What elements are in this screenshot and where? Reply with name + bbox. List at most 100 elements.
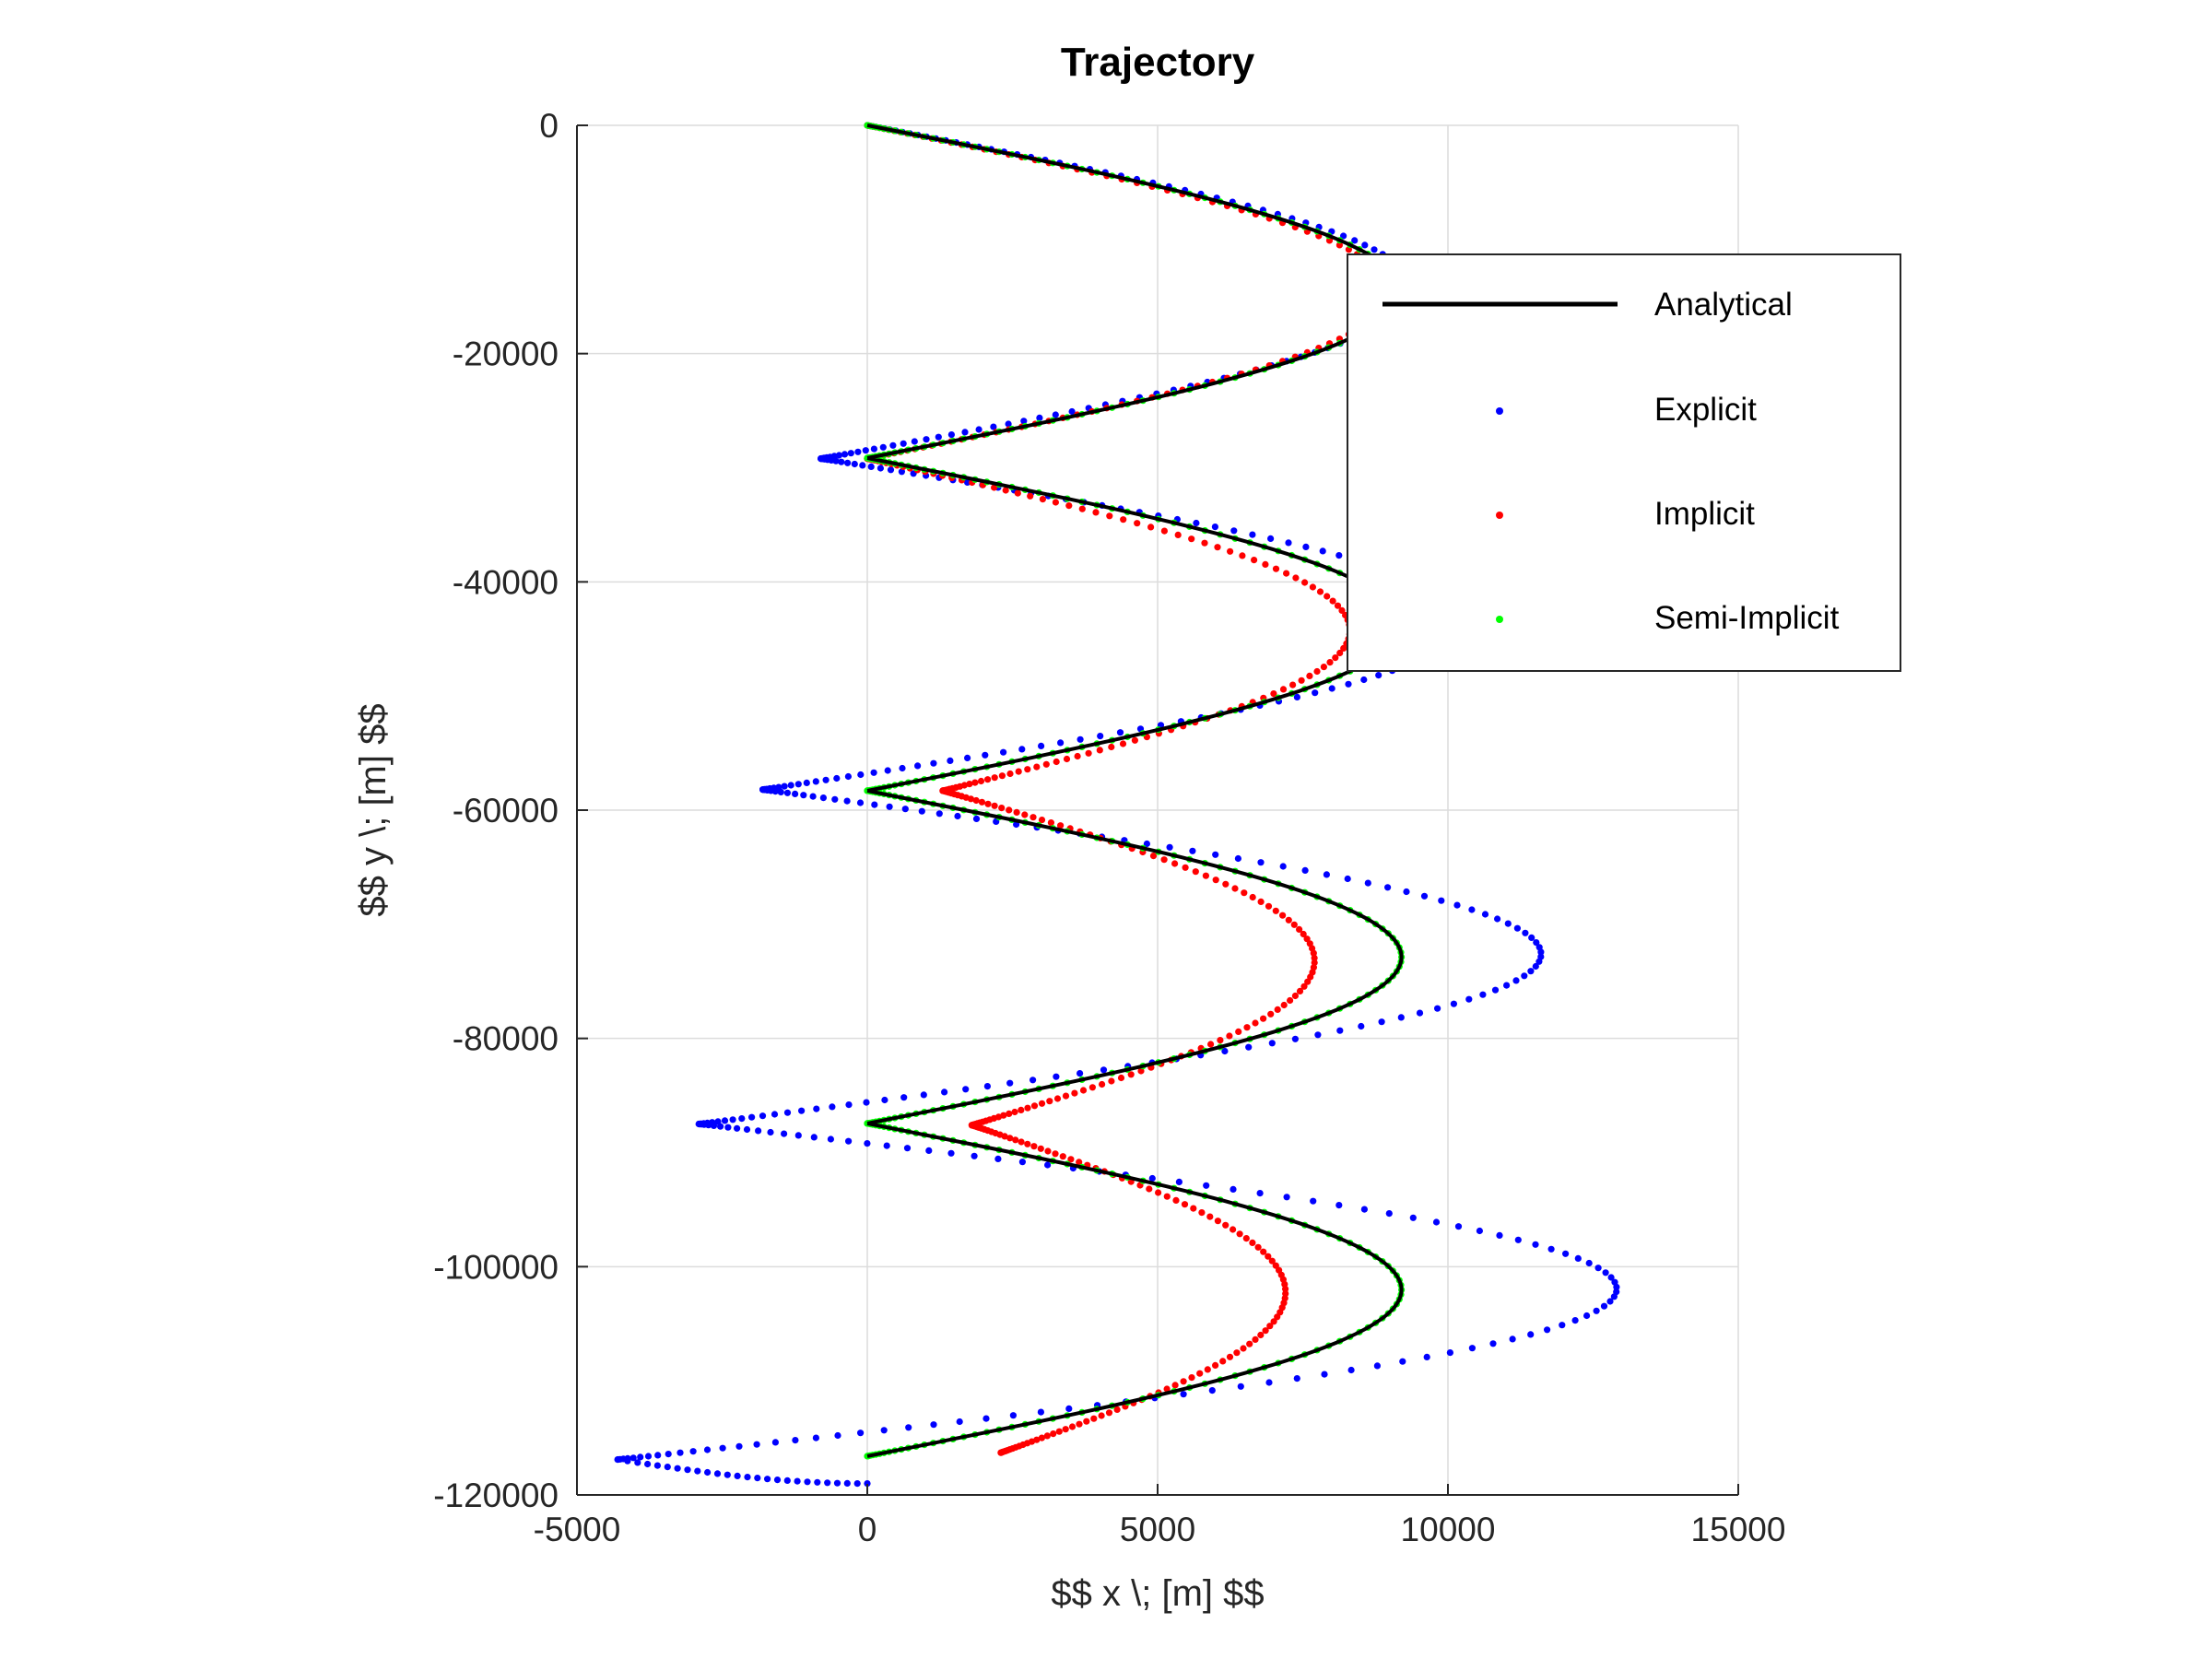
data-point <box>883 1142 890 1149</box>
data-point <box>1233 1349 1241 1357</box>
data-point <box>1272 907 1279 914</box>
data-point <box>1252 1335 1259 1343</box>
data-point <box>755 1127 762 1135</box>
data-point <box>991 802 998 809</box>
data-point <box>721 1117 729 1124</box>
data-point <box>1077 735 1084 743</box>
data-point <box>634 1459 641 1466</box>
data-point <box>1018 1138 1025 1146</box>
data-point <box>889 441 897 449</box>
data-point <box>947 431 955 439</box>
data-point <box>1201 539 1208 547</box>
data-point <box>1321 1371 1328 1378</box>
data-point <box>1174 531 1182 539</box>
data-point <box>997 1449 1005 1456</box>
data-point <box>1291 1035 1299 1042</box>
data-point <box>1416 1009 1424 1017</box>
data-point <box>1222 880 1230 888</box>
data-point <box>1423 1353 1430 1360</box>
data-point <box>1513 924 1521 932</box>
data-point <box>1050 1430 1057 1438</box>
data-point <box>1340 644 1347 653</box>
data-point <box>1420 892 1429 900</box>
data-point <box>1384 884 1392 891</box>
x-tick-label: 0 <box>858 1511 877 1548</box>
data-point <box>867 463 875 470</box>
data-point <box>1257 898 1265 906</box>
data-point <box>1018 1106 1025 1113</box>
data-point <box>1328 685 1335 692</box>
data-point <box>1057 739 1065 747</box>
data-point <box>1249 531 1256 538</box>
data-point <box>1214 544 1221 551</box>
data-point <box>1279 686 1288 693</box>
data-point <box>1324 593 1331 600</box>
data-point <box>1267 1010 1275 1018</box>
data-point <box>704 1468 712 1477</box>
data-point <box>1006 1135 1014 1142</box>
data-point <box>975 426 982 433</box>
data-point <box>864 1140 871 1147</box>
data-point <box>787 782 794 789</box>
data-point <box>743 1125 751 1134</box>
y-tick-label: -100000 <box>433 1248 559 1286</box>
data-point <box>1068 1423 1077 1430</box>
legend: Analytical Explicit Implicit Semi-Implicit <box>1347 253 1901 672</box>
data-point <box>1336 649 1344 657</box>
data-point <box>898 468 906 476</box>
data-point <box>1335 1202 1343 1209</box>
data-point <box>1036 414 1043 421</box>
data-point <box>844 459 852 466</box>
data-point <box>1021 811 1029 818</box>
data-point <box>1335 241 1343 249</box>
data-point <box>792 790 799 798</box>
data-point <box>854 448 862 455</box>
data-point <box>853 1480 861 1488</box>
data-point <box>798 1107 806 1114</box>
data-point <box>1000 748 1007 756</box>
data-point <box>911 438 918 445</box>
data-point <box>1027 492 1034 500</box>
data-point <box>1489 1340 1497 1347</box>
data-point <box>792 1437 799 1444</box>
data-point <box>783 1477 791 1484</box>
data-point <box>1270 1318 1277 1325</box>
data-point <box>1397 1014 1405 1021</box>
data-point <box>1002 487 1009 494</box>
data-point <box>870 769 877 776</box>
data-point <box>1373 1362 1381 1370</box>
data-point <box>1065 502 1073 510</box>
data-point <box>1316 588 1324 595</box>
data-point <box>1282 1285 1289 1293</box>
y-tick-label: -80000 <box>453 1020 559 1058</box>
data-point <box>1432 1218 1441 1226</box>
data-point <box>1042 760 1050 768</box>
data-point <box>1301 866 1309 875</box>
data-point <box>1143 840 1150 848</box>
data-point <box>1000 1112 1007 1119</box>
data-point <box>1212 1361 1219 1369</box>
data-point <box>1262 560 1269 569</box>
data-point <box>744 1474 751 1481</box>
data-point <box>1085 749 1092 757</box>
data-point <box>1108 743 1115 751</box>
data-point <box>1292 574 1300 582</box>
data-point <box>1207 1041 1215 1048</box>
data-point <box>1037 1408 1044 1416</box>
data-point <box>859 462 866 469</box>
data-point <box>843 797 851 805</box>
data-point <box>834 1431 841 1440</box>
data-point <box>1131 736 1138 744</box>
data-point <box>1272 565 1280 572</box>
data-point <box>1030 1102 1039 1110</box>
data-point <box>1012 1136 1019 1144</box>
data-point <box>1338 606 1346 615</box>
data-point <box>1163 1385 1171 1393</box>
data-point <box>1189 847 1196 854</box>
data-point <box>783 1109 792 1116</box>
data-point <box>901 806 909 813</box>
data-point <box>1212 877 1219 884</box>
data-point <box>1311 954 1318 961</box>
data-point <box>1285 916 1292 924</box>
data-point <box>1120 516 1127 524</box>
